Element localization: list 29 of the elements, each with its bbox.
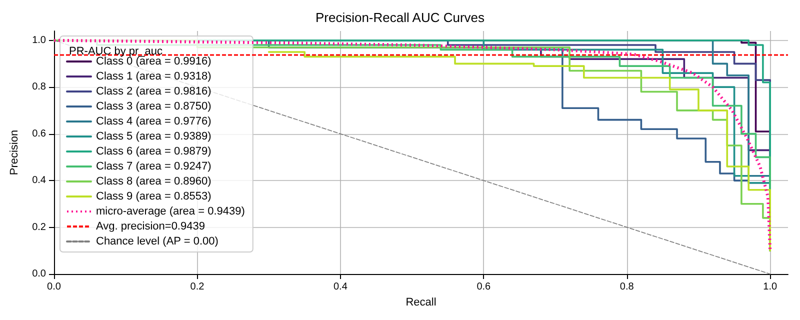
x-tick-label: 0.4 <box>333 282 348 292</box>
y-tick-label: 0.8 <box>32 82 46 93</box>
legend-label: Class 6 (area = 0.9879) <box>96 146 212 158</box>
legend-label: micro-average (area = 0.9439) <box>96 206 245 218</box>
legend-label: Class 7 (area = 0.9247) <box>96 160 212 172</box>
x-tick-label: 0.0 <box>47 282 62 292</box>
legend-title: PR-AUC by pr_auc <box>69 46 164 58</box>
legend-label: Class 5 (area = 0.9389) <box>96 130 212 142</box>
x-tick-label: 0.8 <box>620 282 634 292</box>
legend-label: Class 4 (area = 0.9776) <box>96 116 212 128</box>
y-tick-label: 0.2 <box>32 222 46 233</box>
y-tick-label: 0.0 <box>32 268 46 280</box>
legend-label: Class 2 (area = 0.9816) <box>96 86 212 98</box>
legend-label: Class 1 (area = 0.9318) <box>96 70 212 82</box>
x-tick-label: 0.6 <box>476 282 492 292</box>
chart-title: Precision-Recall AUC Curves <box>315 10 486 25</box>
x-tick-label: 1.0 <box>763 282 778 292</box>
legend-label: Class 9 (area = 0.8553) <box>96 190 212 202</box>
y-tick-label: 1.0 <box>32 34 46 46</box>
legend-label: Class 8 (area = 0.8960) <box>96 176 212 188</box>
x-tick-label: 0.2 <box>190 282 205 292</box>
legend-label: Chance level (AP = 0.00) <box>96 236 218 248</box>
legend-label: Class 3 (area = 0.8750) <box>96 100 212 112</box>
legend-label: Avg. precision=0.9439 <box>96 220 205 232</box>
y-tick-label: 0.6 <box>32 128 46 140</box>
y-tick-label: 0.4 <box>32 175 46 186</box>
y-axis-title: Precision <box>8 130 20 176</box>
legend-label: Class 0 (area = 0.9916) <box>96 56 212 68</box>
x-axis-title: Recall <box>406 296 436 308</box>
